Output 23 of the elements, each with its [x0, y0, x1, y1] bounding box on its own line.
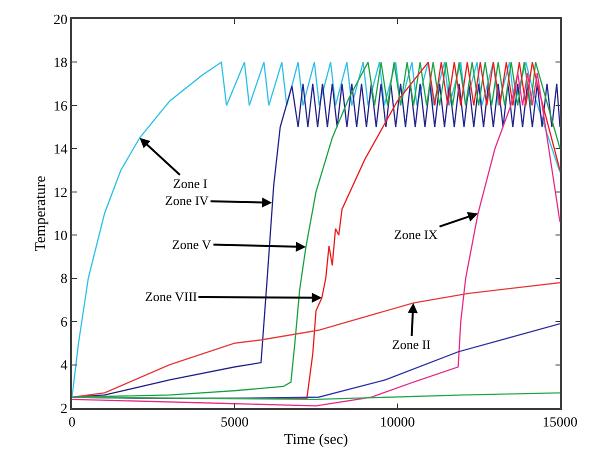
y-axis-title: Temperature	[33, 175, 50, 252]
y-tick-label: 18	[53, 56, 68, 72]
x-axis-title: Time (sec)	[284, 432, 348, 448]
x-tick-label: 15000	[542, 416, 578, 431]
annotation: Zone IV	[165, 193, 210, 208]
annotation: Zone VIII	[145, 289, 198, 304]
x-tick-label: 10000	[380, 416, 415, 431]
y-tick-label: 20	[53, 12, 68, 28]
y-tick-label: 12	[53, 186, 68, 201]
y-tick-label: 2	[60, 402, 68, 417]
y-tick-label: 16	[53, 99, 68, 114]
annotation: Zone I	[173, 176, 208, 191]
annotation: Zone II	[392, 337, 431, 352]
line-series	[72, 282, 560, 398]
annotation: Zone V	[172, 237, 212, 252]
x-tick-label: 5000	[220, 416, 249, 431]
annotation: Zone IX	[394, 227, 438, 242]
y-tick-label: 6	[60, 315, 68, 330]
y-tick-label: 10	[53, 229, 68, 244]
y-tick-label: 8	[60, 272, 68, 288]
y-tick-label: 14	[53, 142, 68, 158]
y-tick-label: 4	[60, 358, 68, 374]
x-tick-label: 0	[68, 416, 76, 431]
